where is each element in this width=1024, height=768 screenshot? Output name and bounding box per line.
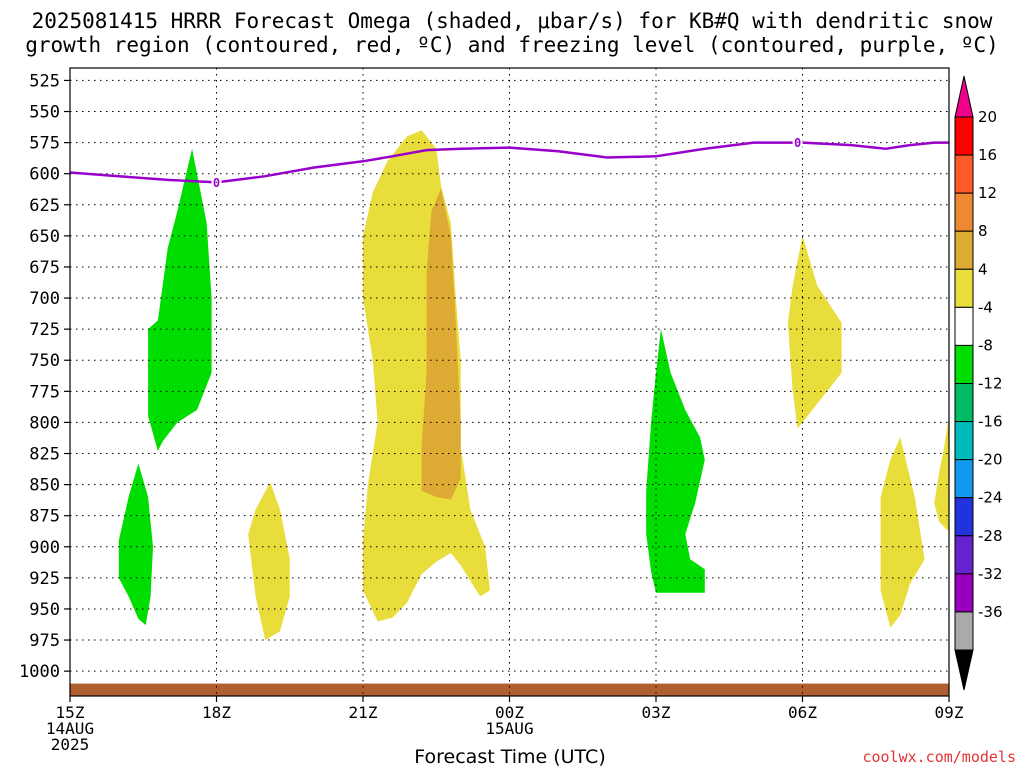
omega-region-1: [118, 463, 153, 626]
colorbar-label-1: 16: [978, 146, 997, 164]
y-tick-label-525: 525: [29, 71, 60, 91]
colorbar-bin-11: [954, 535, 974, 575]
y-tick-label-725: 725: [29, 320, 60, 340]
omega-colorbar: 20 16 12 8 4 -4 -8 -12 -16 -20 -24 -28 -32 -36: [954, 75, 1003, 691]
freezing-level-contour: 00: [69, 135, 949, 190]
y-tick-label-925: 925: [29, 569, 60, 589]
x-tick-label-4-0: 03Z: [642, 703, 671, 722]
y-tick-label-850: 850: [29, 476, 60, 496]
colorbar-label-4: 4: [978, 260, 988, 278]
x-tick-label-0-0: 15Z: [56, 703, 85, 722]
x-tick-label-6-0: 09Z: [935, 703, 964, 722]
freezing-level-line: [69, 141, 949, 184]
y-tick-label-950: 950: [29, 600, 60, 620]
x-tick-label-5-0: 06Z: [788, 703, 817, 722]
y-tick-label-875: 875: [29, 507, 60, 527]
freezing-label-bg-1: [792, 135, 803, 150]
omega-region-0: [148, 148, 212, 452]
y-tick-label-775: 775: [29, 382, 60, 402]
x-tick-label-1-0: 18Z: [202, 703, 231, 722]
freezing-label-bg-0: [211, 175, 222, 190]
colorbar-bin-4: [954, 268, 974, 308]
colorbar-bottom-arrow: [954, 649, 974, 691]
chart-title-line-1: 2025081415 HRRR Forecast Omega (shaded, …: [32, 9, 993, 33]
colorbar-label-10: -24: [978, 489, 1003, 507]
omega-region-8: [934, 416, 949, 532]
colorbar-label-11: -28: [978, 527, 1003, 545]
colorbar-label-12: -32: [978, 565, 1003, 583]
x-tick-label-3-1: 15AUG: [485, 719, 533, 738]
colorbar-label-7: -12: [978, 375, 1003, 393]
ground-strip: [70, 683, 949, 696]
omega-shading: [118, 130, 949, 640]
colorbar-bin-12: [954, 573, 974, 613]
omega-region-7: [880, 437, 925, 628]
colorbar-bin-9: [954, 459, 974, 499]
colorbar-label-6: -8: [978, 336, 993, 354]
omega-region-4: [421, 188, 461, 500]
plot-area: 00: [69, 67, 950, 697]
y-tick-label-900: 900: [29, 538, 60, 558]
colorbar-bin-10: [954, 497, 974, 537]
x-tick-label-3-0: 00Z: [495, 703, 524, 722]
y-tick-label-975: 975: [29, 631, 60, 651]
y-axis: 525 550 575 600 625 650 675 700 725 750 775 800 825 8…: [19, 71, 70, 682]
colorbar-bin-7: [954, 383, 974, 423]
y-tick-label-575: 575: [29, 134, 60, 154]
omega-region-5: [248, 482, 290, 640]
y-tick-label-1000: 1000: [19, 662, 60, 682]
colorbar-bin-1: [954, 154, 974, 194]
colorbar-bin-6: [954, 344, 974, 384]
colorbar-bin-0: [954, 116, 974, 156]
freezing-level-label-0: 0: [213, 176, 220, 190]
y-tick-label-650: 650: [29, 227, 60, 247]
colorbar-bin-8: [954, 421, 974, 461]
colorbar-bin-3: [954, 230, 974, 270]
y-tick-label-750: 750: [29, 351, 60, 371]
y-tick-label-700: 700: [29, 289, 60, 309]
omega-region-6: [787, 235, 842, 429]
colorbar-label-8: -16: [978, 413, 1003, 431]
y-tick-label-625: 625: [29, 196, 60, 216]
colorbar-label-0: 20: [978, 108, 997, 126]
x-tick-label-0-1: 14AUG: [46, 719, 94, 738]
y-tick-label-550: 550: [29, 103, 60, 123]
omega-region-2: [646, 329, 705, 593]
colorbar-bin-5: [954, 306, 974, 346]
chart-title-line-2: growth region (contoured, red, ºC) and f…: [25, 33, 999, 57]
colorbar-bin-13: [954, 611, 974, 651]
y-tick-label-800: 800: [29, 413, 60, 433]
x-axis-label: Forecast Time (UTC): [414, 746, 605, 768]
x-tick-label-2-0: 21Z: [349, 703, 378, 722]
freezing-level-label-1: 0: [794, 136, 801, 150]
colorbar-label-2: 12: [978, 184, 997, 202]
colorbar-label-13: -36: [978, 603, 1003, 621]
colorbar-label-9: -20: [978, 451, 1003, 469]
y-tick-label-600: 600: [29, 165, 60, 185]
x-tick-label-0-2: 2025: [51, 735, 90, 754]
y-tick-label-675: 675: [29, 258, 60, 278]
ground-layer: [70, 683, 949, 696]
watermark: coolwx.com/models: [862, 748, 1016, 766]
grid-lines: [70, 68, 949, 696]
colorbar-label-3: 8: [978, 222, 988, 240]
colorbar-bin-2: [954, 192, 974, 232]
colorbar-label-5: -4: [978, 298, 993, 316]
colorbar-top-arrow: [954, 75, 974, 118]
y-tick-label-825: 825: [29, 445, 60, 465]
